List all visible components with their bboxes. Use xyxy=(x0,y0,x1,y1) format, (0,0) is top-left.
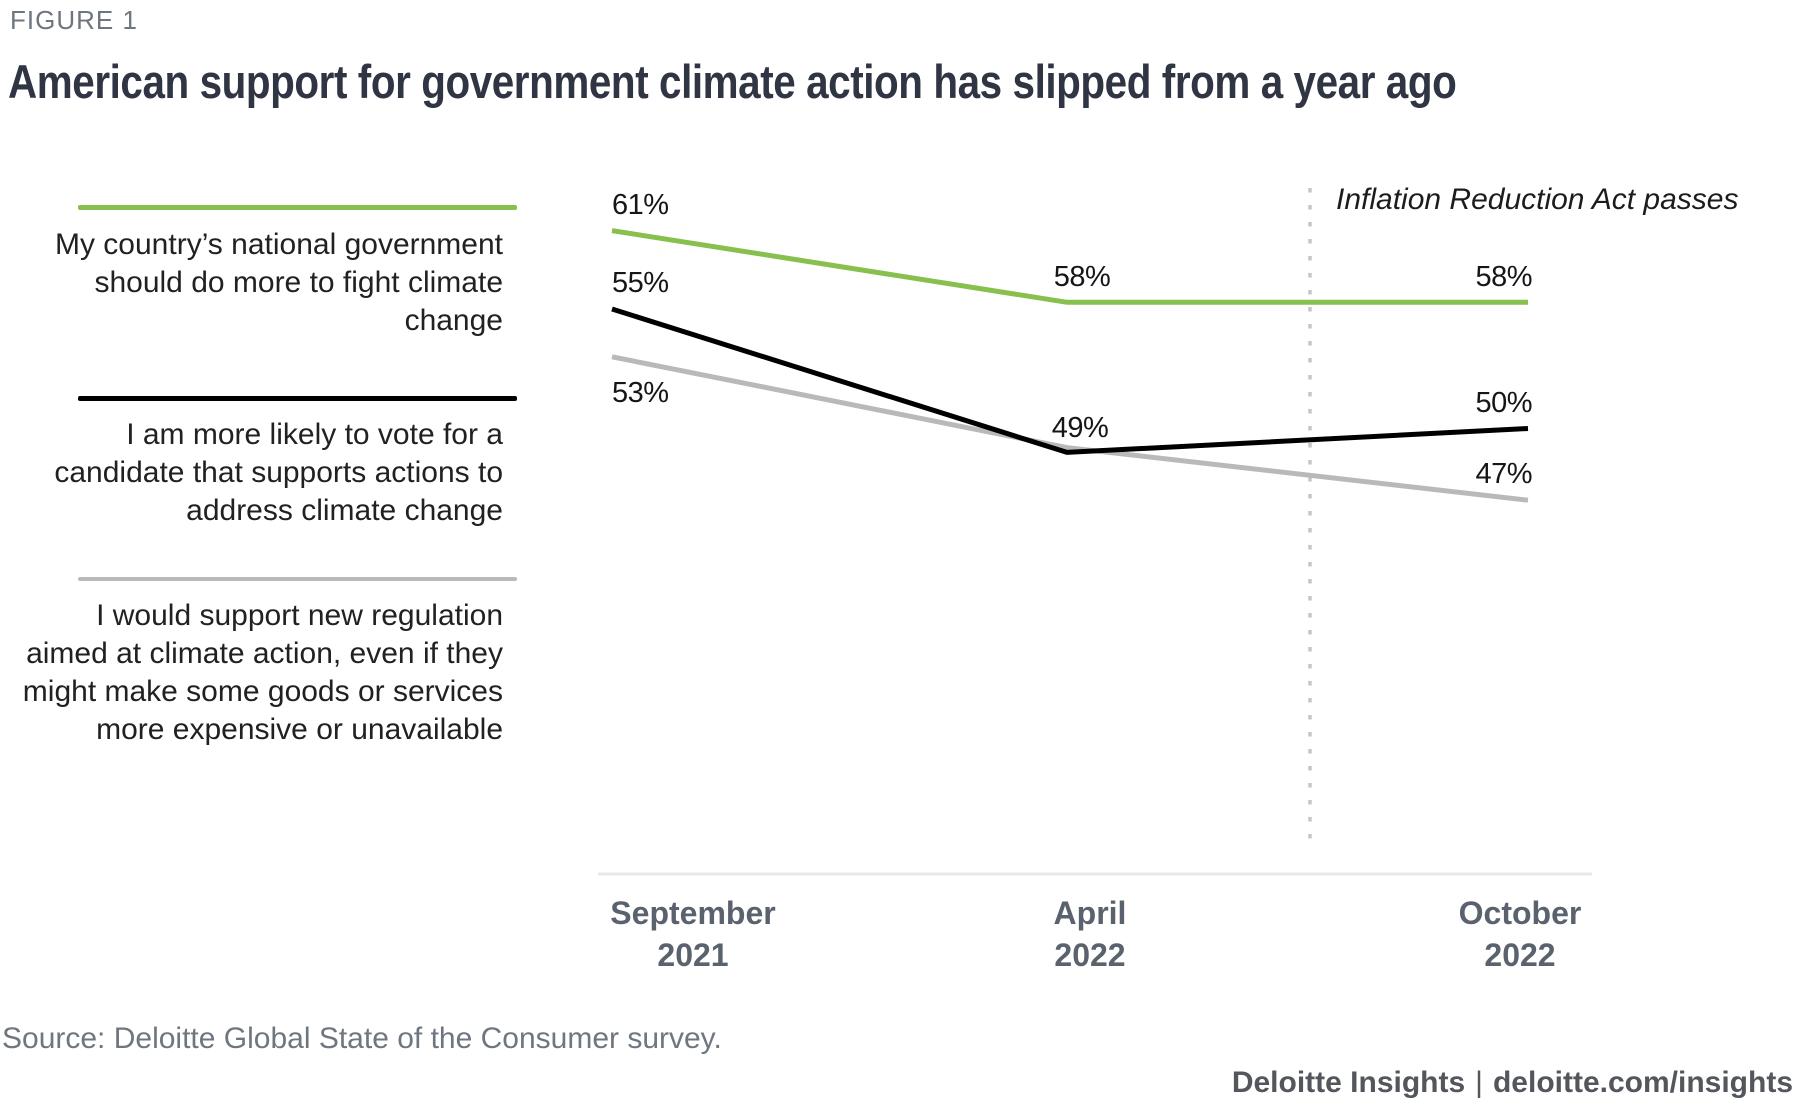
x-tick-september-2021: September 2021 xyxy=(543,892,843,976)
figure-label: FIGURE 1 xyxy=(10,5,138,35)
source-note: Source: Deloitte Global State of the Con… xyxy=(2,1022,722,1055)
footer-brand: Deloitte Insights xyxy=(1231,1066,1466,1099)
x-tick-line: April xyxy=(1053,895,1127,931)
data-point-label: 47% xyxy=(1475,458,1532,490)
x-tick-line: September xyxy=(610,895,776,931)
legend-label-line: I would support new regulation xyxy=(96,599,503,632)
x-tick-line: October xyxy=(1458,895,1582,931)
x-tick-april-2022: April 2022 xyxy=(940,892,1240,976)
legend-item-government-action: My country’s national government should … xyxy=(0,226,503,340)
legend-item-vote-candidate: I am more likely to vote for a candidate… xyxy=(0,416,503,530)
x-tick-line: 2022 xyxy=(1484,937,1556,973)
legend-label-line: I am more likely to vote for a xyxy=(126,418,503,451)
legend-line-swatch-green xyxy=(78,205,517,210)
data-point-label: 49% xyxy=(1051,412,1109,444)
legend-label-line: candidate that supports actions to xyxy=(54,456,503,489)
x-tick-line: 2022 xyxy=(1054,937,1126,973)
legend-line-swatch-gray xyxy=(78,577,517,581)
legend-label-line: might make some goods or services xyxy=(22,675,503,708)
legend-label-line: aimed at climate action, even if they xyxy=(26,637,503,670)
legend-label-line: My country’s national government xyxy=(54,228,503,261)
data-point-label: 50% xyxy=(1475,387,1532,419)
footer-url: deloitte.com/insights xyxy=(1492,1066,1793,1099)
legend-label-line: more expensive or unavailable xyxy=(96,713,503,746)
x-tick-line: 2021 xyxy=(657,937,729,973)
data-point-label: 58% xyxy=(1475,261,1532,293)
legend-item-support-regulation: I would support new regulation aimed at … xyxy=(0,597,503,749)
event-annotation: Inflation Reduction Act passes xyxy=(1336,183,1739,216)
footer: Deloitte Insights | deloitte.com/insights xyxy=(1232,1066,1793,1100)
legend-label-line: address climate change xyxy=(186,494,503,527)
chart-title: American support for government climate … xyxy=(8,55,1457,108)
x-tick-october-2022: October 2022 xyxy=(1370,892,1670,976)
data-point-label: 61% xyxy=(612,189,669,221)
data-point-label: 55% xyxy=(612,267,669,299)
footer-separator: | xyxy=(1475,1066,1483,1099)
data-point-label: 58% xyxy=(1053,261,1111,293)
data-point-label: 53% xyxy=(612,377,669,409)
legend-label-line: change xyxy=(404,304,503,337)
legend-line-swatch-black xyxy=(78,396,517,401)
legend-label-line: should do more to fight climate xyxy=(94,266,503,299)
